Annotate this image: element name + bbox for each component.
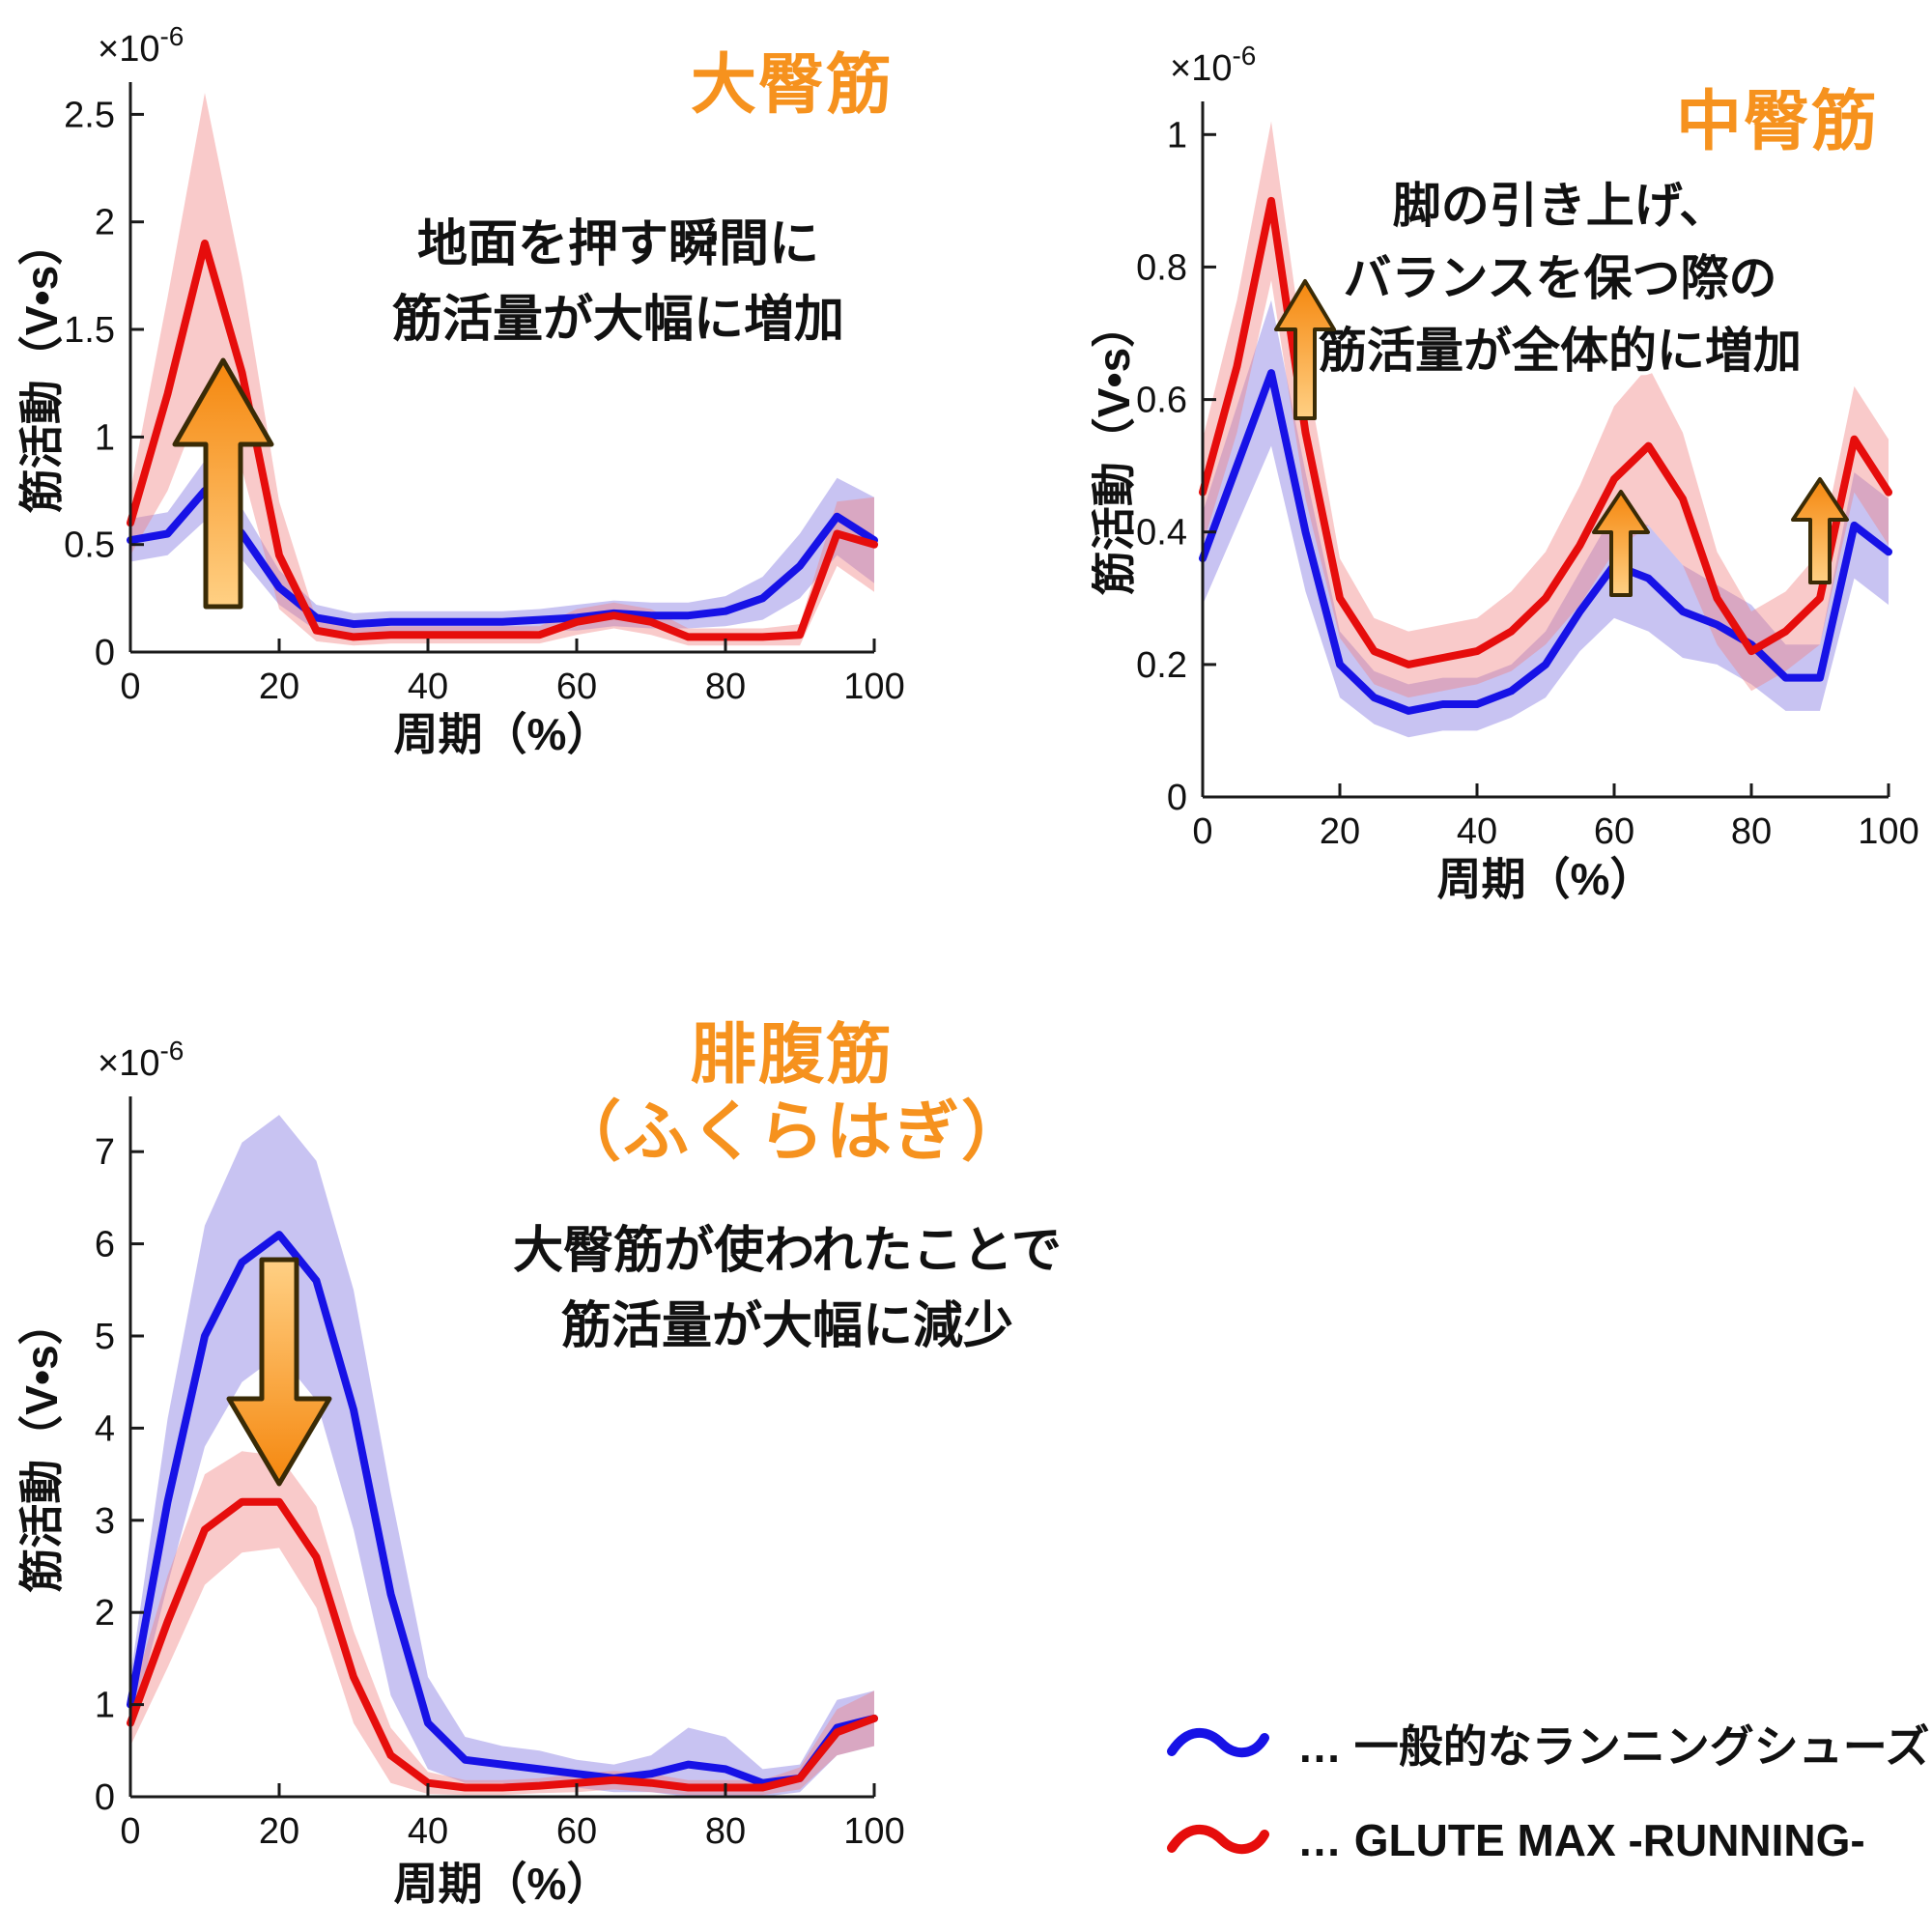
svg-text:40: 40 bbox=[408, 1811, 448, 1852]
annotation-gluteus-medius: 脚の引き上げ、 バランスを保つ際の 筋活量が全体的に増加 bbox=[1198, 170, 1922, 387]
legend-label: … GLUTE MAX -RUNNING- bbox=[1297, 1815, 1865, 1865]
svg-text:60: 60 bbox=[556, 667, 597, 707]
chart-gastrocnemius: 0 1 2 3 4 5 6 7 0 20 40 60 80 100 周期（%） 筋活動（V•s） ×10-6 bbox=[10, 1014, 947, 1922]
svg-text:0: 0 bbox=[1192, 811, 1212, 852]
svg-text:2: 2 bbox=[95, 203, 115, 243]
svg-text:筋活動（V•s）: 筋活動（V•s） bbox=[16, 1300, 67, 1592]
chart-canvas: 0 0.5 1 1.5 2 2.5 0 20 40 60 80 100 周期（%） 筋活動（V•s） ×10… bbox=[16, 21, 905, 759]
svg-text:2.5: 2.5 bbox=[64, 95, 115, 135]
chart-title-gastrocnemius: 腓腹筋 （ふくらはぎ） bbox=[502, 1016, 1082, 1171]
svg-text:0.4: 0.4 bbox=[1136, 513, 1187, 554]
svg-text:×10-6: ×10-6 bbox=[98, 1036, 184, 1084]
annotation-line: 筋活量が大幅に減少 bbox=[560, 1298, 1013, 1354]
svg-text:1: 1 bbox=[95, 417, 115, 458]
title-line: 腓腹筋 bbox=[690, 1018, 894, 1092]
svg-text:3: 3 bbox=[95, 1501, 115, 1542]
svg-text:0.6: 0.6 bbox=[1136, 381, 1187, 421]
svg-text:7: 7 bbox=[95, 1132, 115, 1173]
chart-title-gluteus-medius: 中臀筋 bbox=[1675, 85, 1879, 158]
chart-gluteus-maximus: 0 0.5 1 1.5 2 2.5 0 20 40 60 80 100 周期（%） 筋活動（V•s） ×10… bbox=[10, 10, 947, 773]
annotation-line: 脚の引き上げ、 bbox=[1392, 179, 1728, 233]
svg-text:×10-6: ×10-6 bbox=[98, 21, 184, 70]
svg-text:100: 100 bbox=[843, 1811, 904, 1852]
annotation-line: 大臀筋が使われたことで bbox=[513, 1223, 1062, 1279]
annotation-line: 地面を押す瞬間に bbox=[416, 216, 819, 272]
svg-text:100: 100 bbox=[843, 667, 904, 707]
up-arrow-icon bbox=[1274, 277, 1336, 427]
chart-title-gluteus-maximus: 大臀筋 bbox=[690, 48, 894, 122]
svg-text:0.8: 0.8 bbox=[1136, 247, 1187, 288]
svg-text:80: 80 bbox=[1731, 811, 1772, 852]
svg-text:0: 0 bbox=[95, 1777, 115, 1818]
annotation-gluteus-maximus: 地面を押す瞬間に 筋活量が大幅に増加 bbox=[242, 207, 995, 357]
annotation-line: 筋活量が全体的に増加 bbox=[1319, 324, 1802, 378]
blue-wave-icon bbox=[1167, 1727, 1269, 1757]
svg-text:60: 60 bbox=[1594, 811, 1634, 852]
annotation-line: バランスを保つ際の bbox=[1343, 251, 1777, 305]
svg-text:0: 0 bbox=[95, 633, 115, 673]
svg-text:1: 1 bbox=[95, 1686, 115, 1726]
chart-canvas: 0 1 2 3 4 5 6 7 0 20 40 60 80 100 周期（%） 筋活動（V•s） ×10-6 bbox=[16, 1036, 905, 1909]
svg-text:5: 5 bbox=[95, 1317, 115, 1357]
svg-text:100: 100 bbox=[1858, 811, 1918, 852]
down-arrow-icon bbox=[224, 1256, 334, 1492]
svg-text:筋活動（V•s）: 筋活動（V•s） bbox=[1092, 303, 1139, 595]
svg-text:60: 60 bbox=[556, 1811, 597, 1852]
chart-canvas: 0 0.2 0.4 0.6 0.8 1 0 20 40 60 80 100 周期（%） 筋活動（V•s） ×… bbox=[1089, 41, 1919, 904]
svg-text:0: 0 bbox=[120, 667, 140, 707]
svg-text:20: 20 bbox=[259, 1811, 299, 1852]
annotation-line: 筋活量が大幅に増加 bbox=[391, 292, 844, 348]
svg-text:2: 2 bbox=[95, 1593, 115, 1634]
svg-text:0: 0 bbox=[1167, 778, 1187, 818]
svg-text:80: 80 bbox=[705, 1811, 746, 1852]
svg-text:6: 6 bbox=[95, 1225, 115, 1265]
svg-text:40: 40 bbox=[1457, 811, 1497, 852]
svg-text:筋活動（V•s）: 筋活動（V•s） bbox=[16, 221, 67, 513]
svg-text:0: 0 bbox=[120, 1811, 140, 1852]
svg-text:0.5: 0.5 bbox=[64, 526, 115, 566]
legend-label: … 一般的なランニングシューズ bbox=[1297, 1721, 1930, 1772]
svg-text:1: 1 bbox=[1167, 115, 1187, 156]
legend-item-glute-max-running: … GLUTE MAX -RUNNING- bbox=[1164, 1814, 1929, 1866]
svg-text:40: 40 bbox=[408, 667, 448, 707]
svg-text:0.2: 0.2 bbox=[1136, 645, 1187, 686]
svg-text:周期（%）: 周期（%） bbox=[394, 1859, 611, 1909]
svg-text:周期（%）: 周期（%） bbox=[1437, 854, 1655, 904]
title-line: （ふくらはぎ） bbox=[554, 1095, 1029, 1170]
up-arrow-icon bbox=[170, 355, 276, 616]
legend-item-standard-shoes: … 一般的なランニングシューズ bbox=[1164, 1712, 1929, 1776]
up-arrow-icon bbox=[1791, 475, 1849, 591]
svg-text:周期（%）: 周期（%） bbox=[394, 709, 611, 759]
annotation-gastrocnemius: 大臀筋が使われたことで 筋活量が大幅に減少 bbox=[406, 1213, 1169, 1364]
legend: … 一般的なランニングシューズ … GLUTE MAX -RUNNING- bbox=[1164, 1712, 1929, 1866]
svg-text:20: 20 bbox=[1320, 811, 1360, 852]
svg-text:4: 4 bbox=[95, 1408, 115, 1449]
red-wave-icon bbox=[1167, 1824, 1269, 1854]
svg-text:80: 80 bbox=[705, 667, 746, 707]
svg-text:×10-6: ×10-6 bbox=[1170, 41, 1256, 89]
chart-gluteus-medius: 0 0.2 0.4 0.6 0.8 1 0 20 40 60 80 100 周期（%） 筋活動（V•s） ×… bbox=[1089, 29, 1922, 918]
up-arrow-icon bbox=[1592, 488, 1650, 604]
svg-text:1.5: 1.5 bbox=[64, 310, 115, 351]
svg-text:20: 20 bbox=[259, 667, 299, 707]
